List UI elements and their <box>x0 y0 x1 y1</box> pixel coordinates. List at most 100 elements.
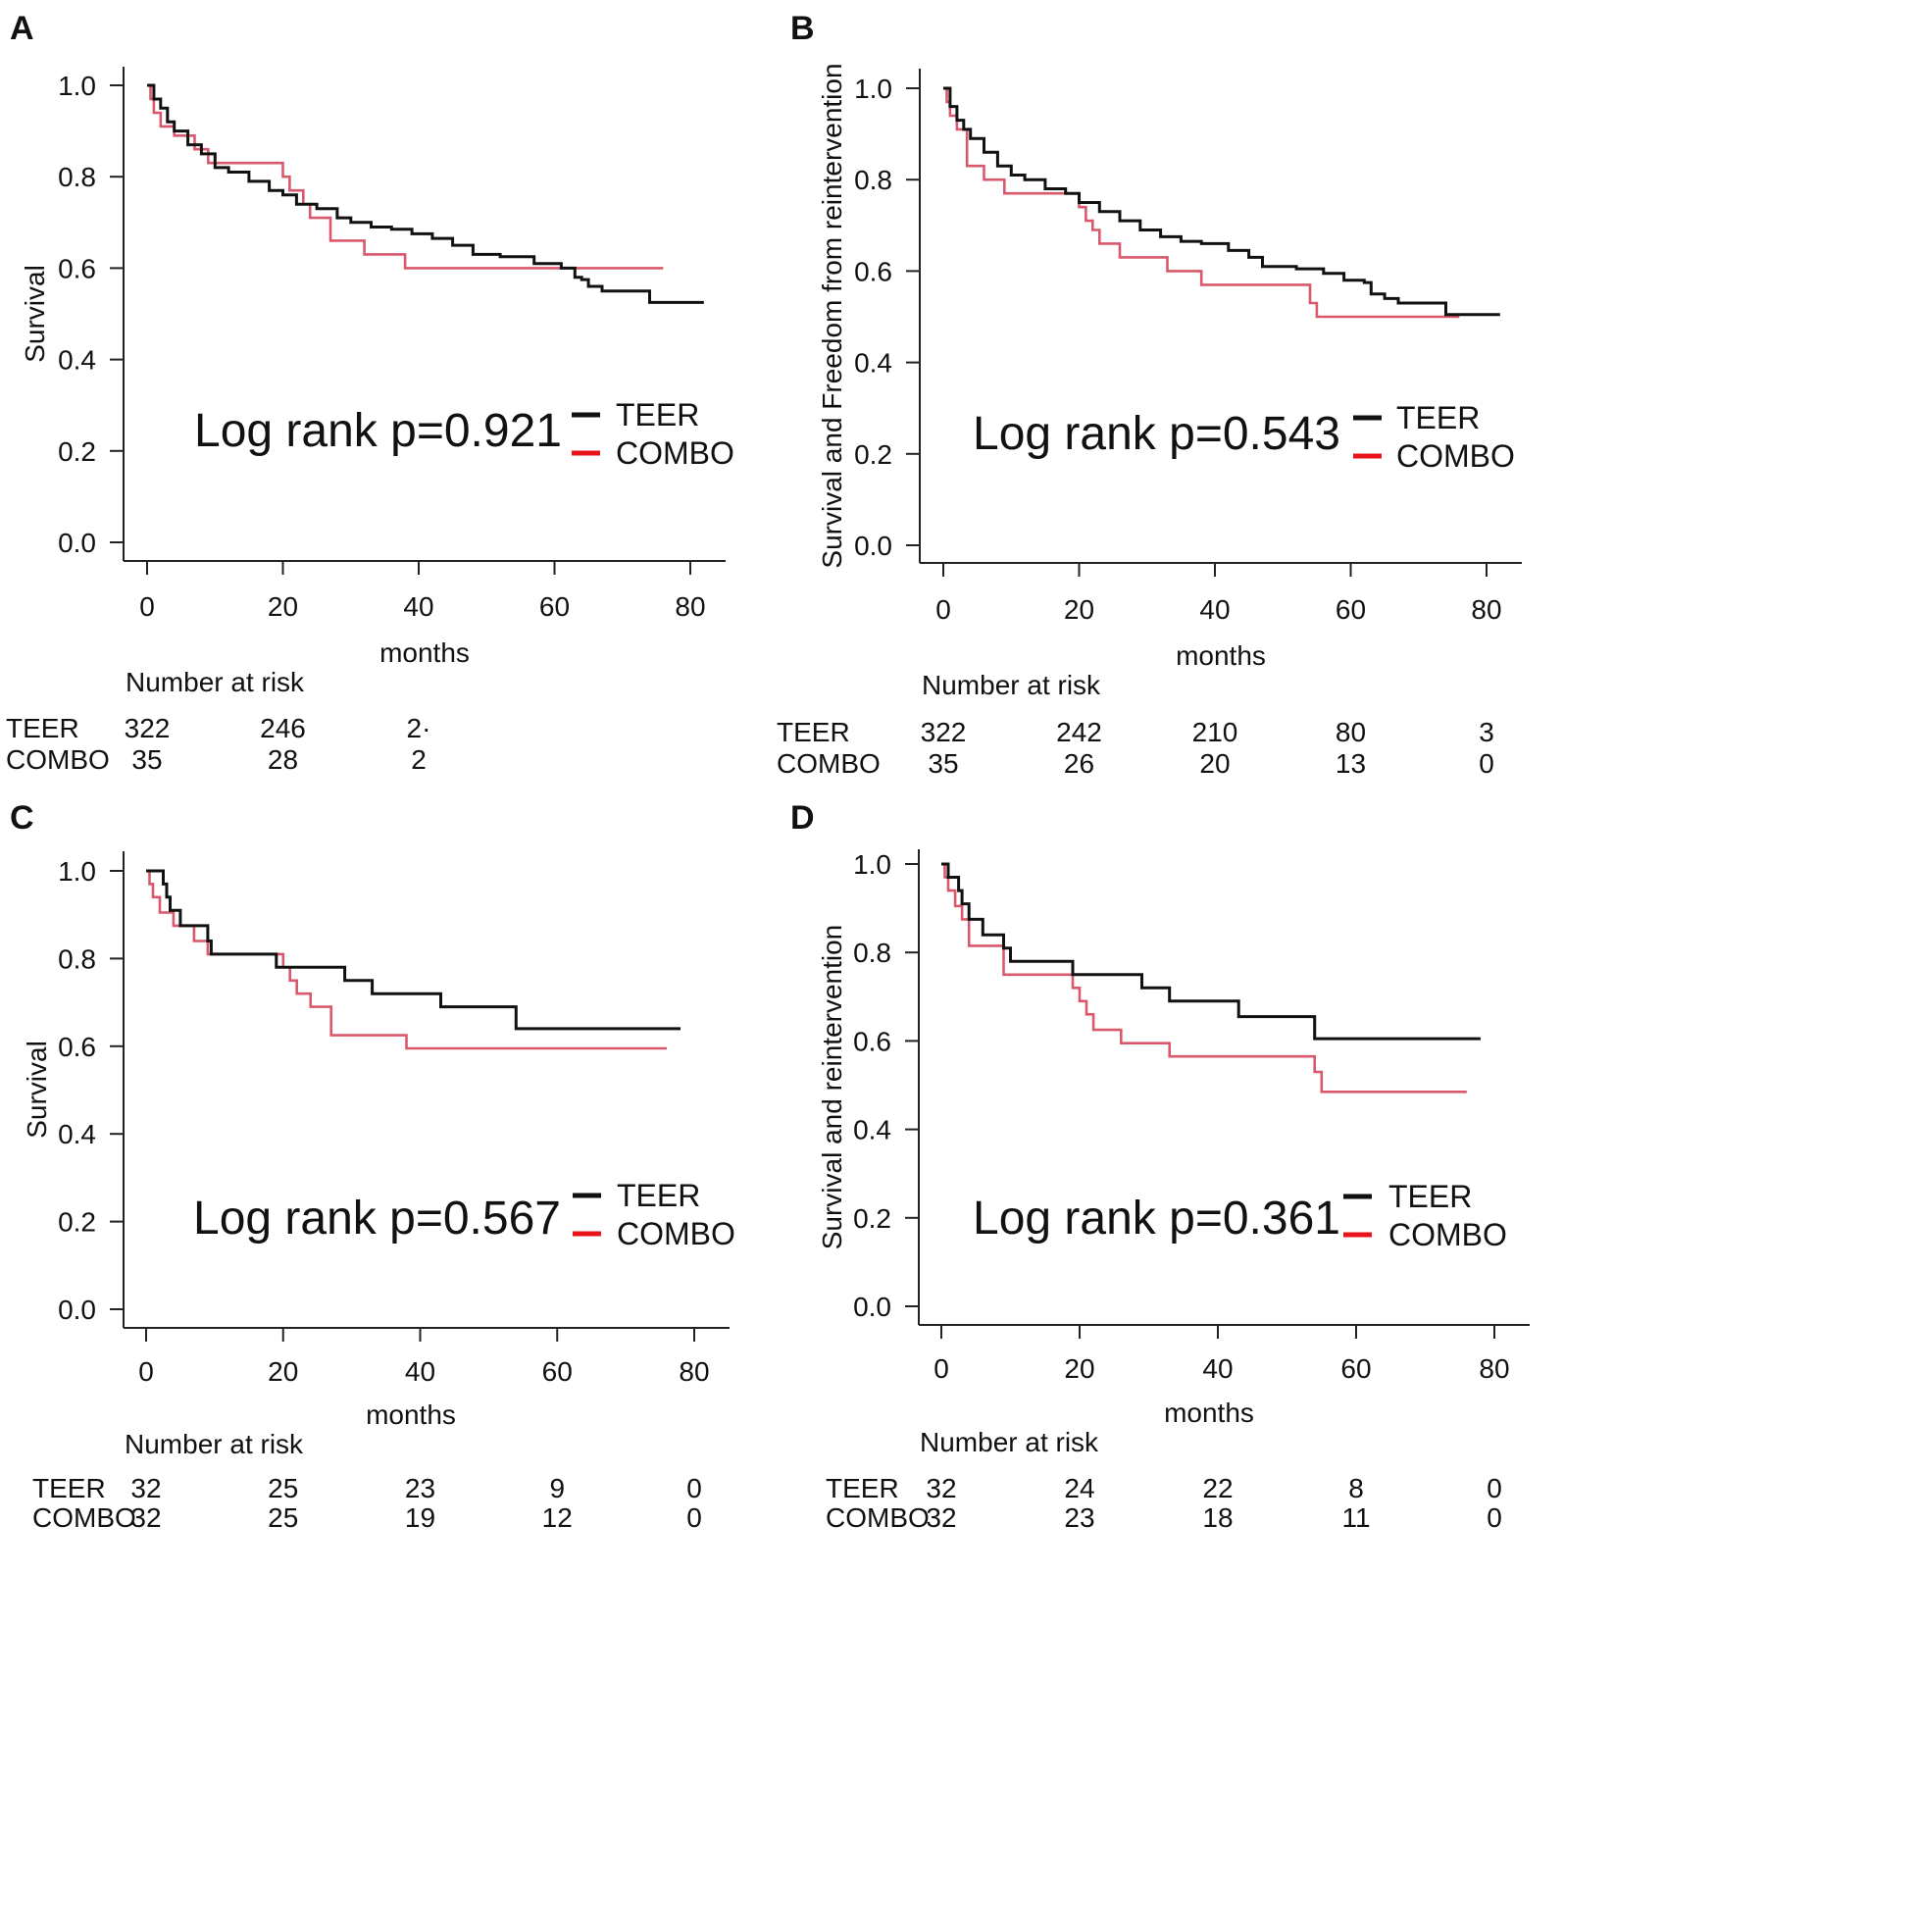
risk-cell: 32 <box>926 1473 956 1503</box>
y-tick-label: 0.2 <box>58 436 96 467</box>
x-tick-label: 40 <box>405 1356 435 1387</box>
y-tick-label: 0.2 <box>854 439 892 470</box>
panel-letter: A <box>10 10 34 47</box>
x-tick-label: 0 <box>933 1353 949 1384</box>
km-curve-teer <box>147 83 704 304</box>
risk-cell: 2· <box>407 713 431 743</box>
risk-cell: 0 <box>1487 1473 1502 1503</box>
x-tick-label: 60 <box>539 591 570 622</box>
x-tick-label: 60 <box>1336 594 1366 625</box>
risk-cell: 11 <box>1341 1502 1370 1533</box>
y-tick-label: 0.0 <box>853 1292 891 1322</box>
x-tick-label: 80 <box>1471 594 1501 625</box>
risk-cell: 24 <box>1064 1473 1094 1503</box>
x-axis-label: months <box>1176 640 1266 671</box>
risk-cell: 25 <box>268 1502 298 1533</box>
legend-label-combo: COMBO <box>1388 1217 1507 1252</box>
risk-row-label: TEER <box>6 713 79 743</box>
risk-cell: 246 <box>260 713 306 743</box>
y-tick-label: 0.6 <box>853 1026 891 1056</box>
risk-cell: 8 <box>1348 1473 1364 1503</box>
x-tick-label: 20 <box>268 1356 298 1387</box>
y-tick-label: 0.8 <box>58 943 96 974</box>
x-tick-label: 40 <box>1199 594 1230 625</box>
risk-cell: 322 <box>921 717 967 747</box>
y-tick-label: 1.0 <box>854 74 892 104</box>
x-tick-label: 0 <box>935 594 951 625</box>
legend-label-teer: TEER <box>617 1178 700 1213</box>
panel-letter: B <box>790 10 815 47</box>
y-tick-label: 1.0 <box>58 71 96 101</box>
risk-row-label: COMBO <box>32 1502 136 1533</box>
risk-cell: 23 <box>1064 1502 1094 1533</box>
risk-row-label: COMBO <box>777 748 881 779</box>
y-tick-label: 0.8 <box>854 165 892 195</box>
x-tick-label: 60 <box>1340 1353 1371 1384</box>
legend-label-combo: COMBO <box>617 1216 735 1251</box>
risk-cell: 0 <box>686 1473 702 1503</box>
risk-cell: 25 <box>268 1473 298 1503</box>
x-tick-label: 0 <box>139 591 155 622</box>
panel-d: D0.00.20.40.60.81.00 20 40 60 80monthsSurviv… <box>790 799 1530 1533</box>
km-curve-teer <box>943 86 1500 317</box>
y-tick-label: 0.4 <box>58 345 96 376</box>
y-tick-label: 1.0 <box>58 856 96 887</box>
y-axis-label: Survival and reintervention <box>817 925 847 1250</box>
risk-cell: 12 <box>542 1502 573 1533</box>
legend-label-combo: COMBO <box>1396 438 1515 474</box>
risk-table-title: Number at risk <box>126 667 305 697</box>
km-curve-combo <box>943 86 1460 319</box>
y-tick-label: 0.8 <box>853 938 891 968</box>
x-tick-label: 0 <box>138 1356 154 1387</box>
risk-cell: 9 <box>549 1473 565 1503</box>
y-tick-label: 0.6 <box>58 1032 96 1062</box>
x-tick-label: 20 <box>268 591 298 622</box>
risk-cell: 0 <box>1479 748 1494 779</box>
y-tick-label: 0.0 <box>58 1295 96 1325</box>
logrank-pvalue: Log rank p=0.921 <box>194 405 562 457</box>
legend-label-teer: TEER <box>1388 1179 1472 1214</box>
risk-cell: 26 <box>1064 748 1094 779</box>
risk-cell: 18 <box>1202 1502 1233 1533</box>
x-axis-label: months <box>1164 1398 1254 1428</box>
risk-cell: 19 <box>405 1502 435 1533</box>
risk-cell: 322 <box>125 713 171 743</box>
risk-cell: 35 <box>928 748 958 779</box>
panel-letter: D <box>790 799 815 837</box>
panel-letter: C <box>10 799 34 837</box>
y-tick-label: 0.0 <box>58 528 96 558</box>
panel-b: B 0.0 0.2 0.4 0.6 0.8 1.0 0 20 40 60 80 months Surviv… <box>777 10 1522 779</box>
logrank-pvalue: Log rank p=0.543 <box>973 408 1340 460</box>
x-tick-label: 60 <box>542 1356 573 1387</box>
risk-cell: 3 <box>1479 717 1494 747</box>
y-tick-label: 0.6 <box>854 256 892 286</box>
y-tick-label: 0.2 <box>853 1203 891 1234</box>
risk-table: Number at risk TEER 322 242 210 80 3 COMBO 35 26 2… <box>777 670 1494 779</box>
risk-row-label: TEER <box>777 717 850 747</box>
risk-cell: 80 <box>1336 717 1366 747</box>
x-axis-label: months <box>379 637 470 668</box>
risk-cell: 210 <box>1192 717 1238 747</box>
risk-row-label: TEER <box>32 1473 106 1503</box>
legend-label-combo: COMBO <box>616 435 734 471</box>
risk-row-label: TEER <box>826 1473 899 1503</box>
km-curve-teer <box>146 869 681 1031</box>
x-tick-label: 80 <box>679 1356 709 1387</box>
risk-cell: 2 <box>411 744 427 775</box>
risk-cell: 23 <box>405 1473 435 1503</box>
x-tick-label: 20 <box>1064 1353 1094 1384</box>
km-curve-combo <box>941 862 1467 1093</box>
risk-cell: 22 <box>1202 1473 1233 1503</box>
km-curve-teer <box>941 862 1481 1041</box>
risk-cell: 35 <box>131 744 162 775</box>
panel-a: A 0.0 0.2 0.4 0.6 0.8 1.0 0 20 40 60 80 months Surviv… <box>6 10 734 775</box>
y-tick-label: 0.8 <box>58 162 96 192</box>
risk-row-label: COMBO <box>6 744 110 775</box>
x-tick-label: 80 <box>1479 1353 1509 1384</box>
risk-cell: 32 <box>926 1502 956 1533</box>
risk-cell: 32 <box>130 1502 161 1533</box>
